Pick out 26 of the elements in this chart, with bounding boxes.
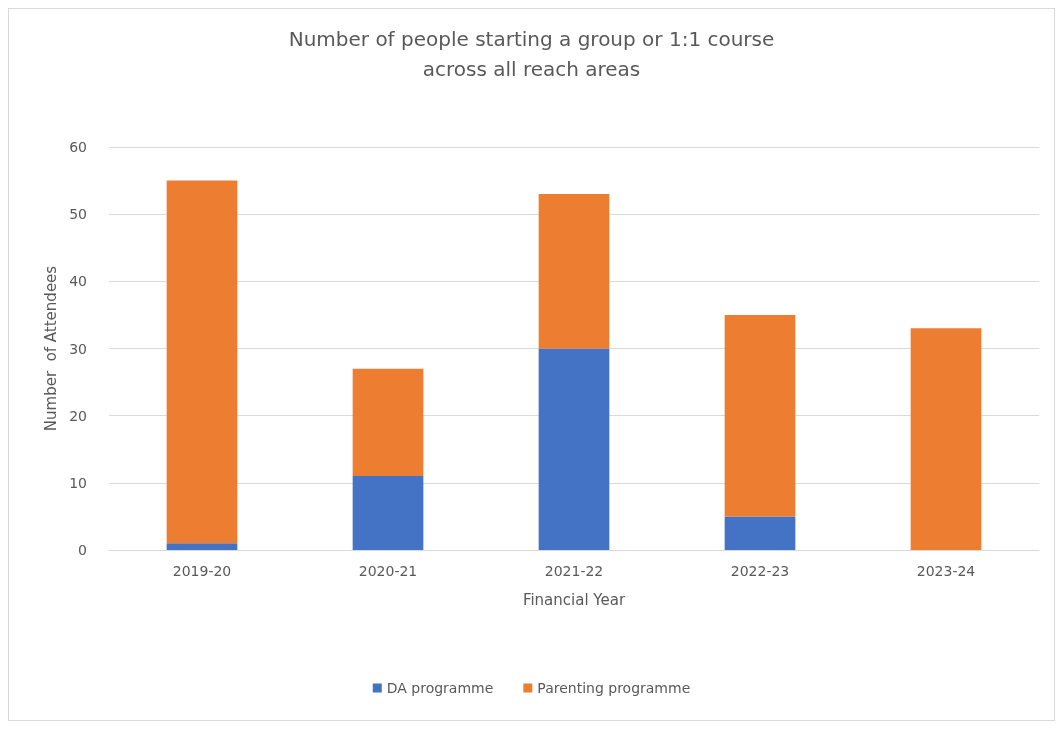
x-tick-label: 2020-21 [358, 563, 418, 579]
bar [724, 516, 796, 550]
bar [724, 314, 796, 517]
bar [166, 180, 238, 544]
x-tick-label: 2021-22 [544, 563, 604, 579]
bar [538, 348, 610, 550]
bar [910, 328, 982, 550]
bar [352, 368, 424, 477]
x-axis-title: Financial Year [522, 590, 626, 609]
y-tick-label: 50 [69, 206, 87, 223]
y-tick-label: 30 [69, 340, 87, 357]
legend-label: DA programme [386, 680, 494, 696]
y-tick-label: 60 [69, 139, 87, 155]
x-tick-label: 2023-24 [916, 563, 976, 579]
bar [352, 476, 424, 550]
y-tick-label: 20 [69, 407, 87, 424]
y-tick-label: 10 [69, 474, 87, 491]
bar [538, 194, 610, 349]
y-axis-title: Number of Attendees [41, 265, 60, 432]
legend-label: Parenting programme [537, 680, 691, 696]
y-tick-label: 40 [69, 273, 87, 290]
x-tick-label: 2022-23 [730, 563, 790, 579]
y-tick-label: 0 [78, 542, 87, 558]
x-tick-label: 2019-20 [172, 563, 232, 579]
chart-title: Number of people starting a group or 1:1 course across all reach areas [288, 27, 775, 81]
bar [166, 543, 238, 550]
